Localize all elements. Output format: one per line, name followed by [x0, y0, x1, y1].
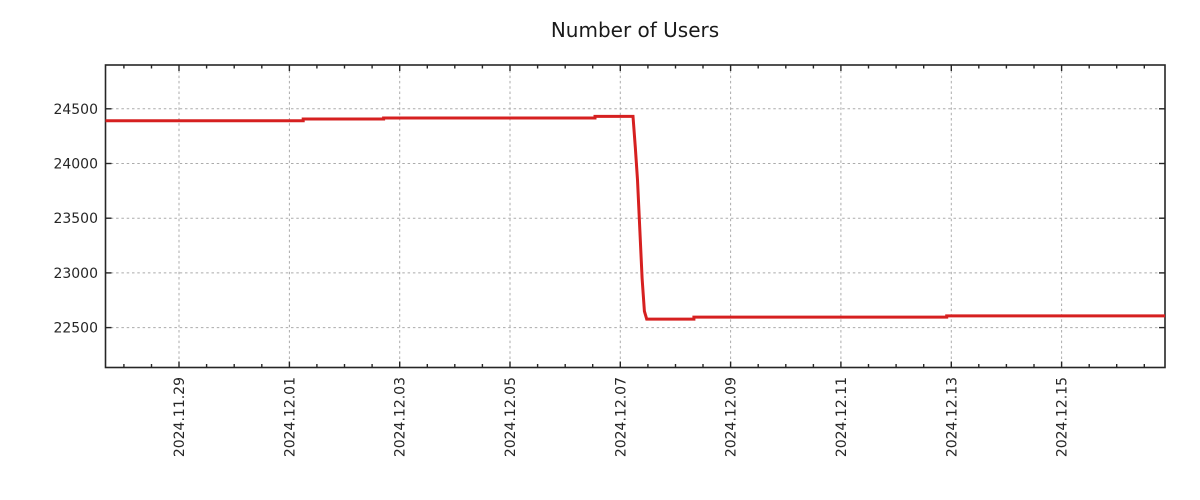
x-axis-tick-label: 2024.12.07	[613, 377, 629, 457]
y-axis-tick-label: 24500	[53, 102, 98, 118]
y-axis-tick-label: 24000	[53, 157, 98, 173]
x-axis-tick-label: 2024.12.01	[282, 377, 298, 457]
y-axis-tick-label: 23500	[53, 211, 98, 227]
x-axis-tick-label: 2024.12.09	[724, 377, 740, 457]
y-axis-tick-label: 23000	[53, 266, 98, 282]
x-axis-tick-label: 2024.12.05	[503, 377, 519, 457]
x-axis-tick-label: 2024.11.29	[172, 377, 188, 457]
y-axis-labels: 22500 23000 23500 24000 24500	[53, 102, 98, 337]
data-line	[105, 114, 1165, 321]
x-axis-tick-label: 2024.12.15	[1055, 377, 1071, 457]
chart-title: Number of Users	[551, 18, 719, 42]
gridlines	[105, 65, 1165, 368]
x-axis-tick-label: 2024.12.11	[834, 377, 850, 457]
plot-border	[104, 64, 1166, 369]
x-axis-labels: 2024.11.29 2024.12.01 2024.12.03 2024.12.05…	[172, 377, 1071, 457]
x-axis-tick-label: 2024.12.03	[393, 377, 409, 457]
x-axis-tick-label: 2024.12.13	[944, 377, 960, 457]
y-axis-tick-label: 22500	[53, 321, 98, 337]
